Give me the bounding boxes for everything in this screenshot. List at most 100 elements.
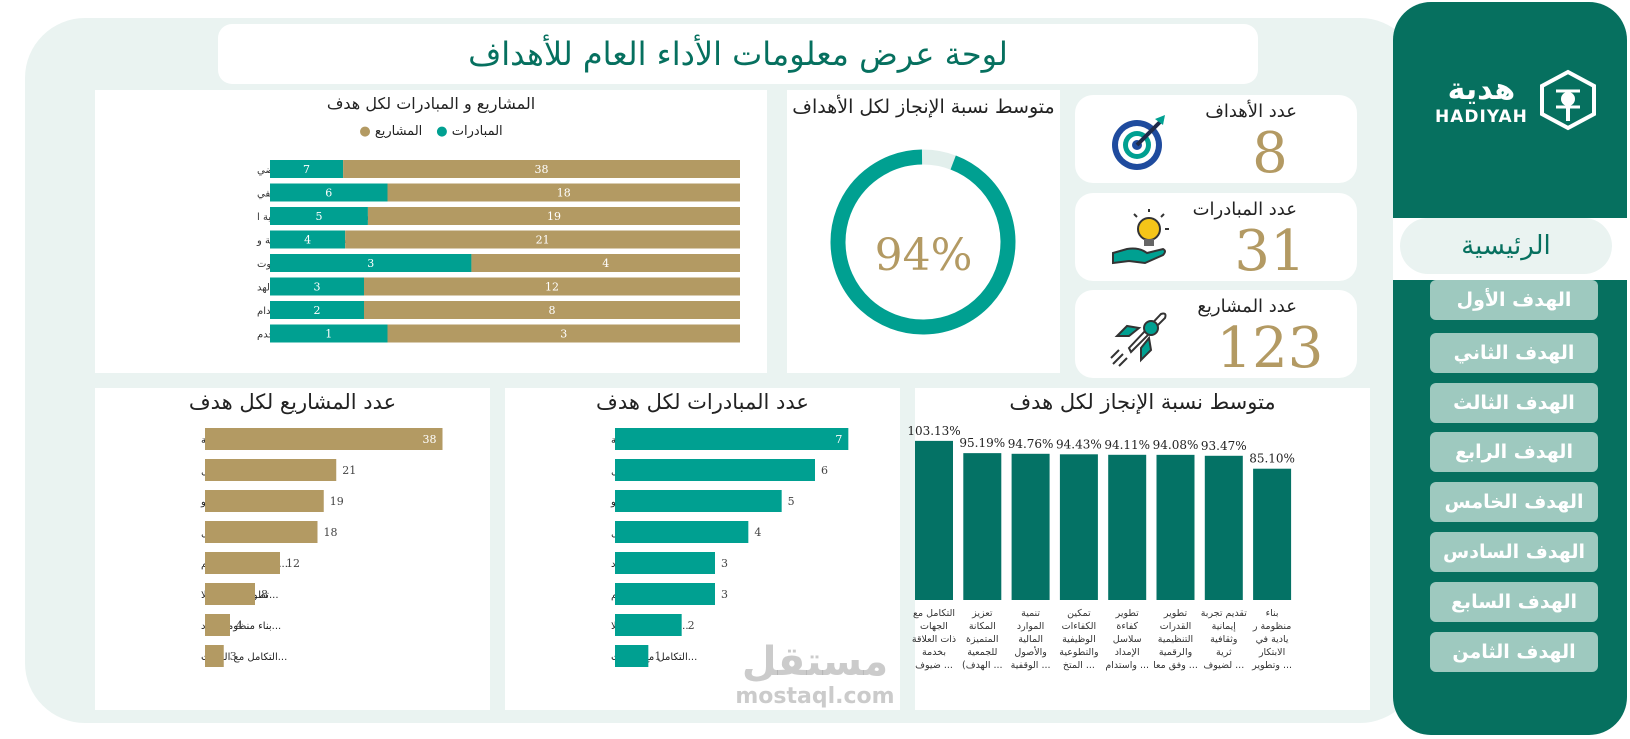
vbar-value-label: 93.47% [1201,439,1247,453]
vbar-category-label: الابتكار [1258,647,1285,658]
vbar-category-label: المكانة [969,621,996,632]
bar [205,428,443,450]
stacked-value-initiatives: 2 [314,304,321,317]
vbar-category-label: كفاءة [1116,621,1138,632]
bar [615,428,849,450]
completion-chart-title: متوسط نسبة الإنجاز لكل هدف [1009,390,1276,414]
bar [205,490,324,512]
stacked-value-projects: 18 [557,187,571,200]
stacked-bar-initiatives [270,183,388,202]
vbar-category-label: والأصول [1014,646,1047,658]
avg-completion-donut-card: متوسط نسبة الإنجاز لكل الأهداف 94% [787,90,1060,373]
stacked-bar-initiatives [270,277,364,296]
vbar-category-label: تعزيز [971,608,993,619]
bar [205,583,255,605]
bar-value-label: 8 [261,588,268,601]
kpi-projects-label: عدد المشاريع [1197,296,1297,317]
nav-goal-8[interactable]: الهدف الثامن [1430,632,1598,672]
vbar-category-label: تمكين [1067,608,1091,619]
vbar-value-label: 94.08% [1153,438,1199,452]
completion-per-goal-card: متوسط نسبة الإنجاز لكل هدف 103.13% التكام… [907,388,1370,710]
brand-name-en: HADIYAH [1435,107,1528,127]
vbar [915,440,953,600]
bar-value-label: 38 [423,433,437,446]
brand-emblem-icon [1539,69,1596,131]
stacked-bar-projects [364,301,740,319]
kpi-initiatives-value: 31 [1234,219,1306,284]
vbar [1059,454,1098,600]
stacked-value-initiatives: 4 [304,234,311,247]
vbar-category-label: للجمعية [967,647,997,658]
page-title: لوحة عرض معلومات الأداء العام للأهداف [218,24,1258,84]
vbar-category-label: يادية في [1256,634,1289,645]
stacked-bar-initiatives [270,207,368,225]
bar-value-label: 21 [342,464,356,477]
legend-initiatives-label: المبادرات [451,124,503,139]
vbar-category-label: تقديم تجربة [1201,608,1248,619]
bar-category-label: ...بناء منظومة ر ياد [201,621,281,632]
projects-per-goal-card: عدد المشاريع لكل هدف ...تقديم تجربة إيما… [95,388,490,710]
donut-center-label: 94% [874,230,973,281]
bar-value-label: 2 [688,619,695,632]
vbar-category-label: المتميزة [966,634,998,645]
vbar-category-label: الإمداد [1115,647,1140,658]
stacked-bar-projects [387,183,740,202]
vbar-value-label: 94.11% [1104,438,1150,452]
bar-value-label: 12 [286,557,300,570]
bar [205,459,337,481]
stacked-value-initiatives: 5 [315,210,322,223]
lightbulb-hand-icon [1112,209,1169,265]
nav-goal-3[interactable]: الهدف الثالث [1430,383,1598,423]
vbar-value-label: 95.19% [959,436,1005,450]
stacked-bar-initiatives [270,324,388,343]
nav-goal-2[interactable]: الهدف الثاني [1430,333,1598,373]
vbar-category-label: الكفاءات [1062,621,1097,632]
stacked-bar-initiatives [270,301,364,319]
vbar-category-label: التكامل مع [913,608,955,619]
donut-chart [830,149,1016,335]
vbar-value-label: 103.13% [907,424,960,438]
bar [615,645,649,667]
nav-goal-6[interactable]: الهدف السادس [1430,532,1598,572]
projects-initiatives-stacked-card: المشاريع و المبادرات لكل هدف ● المشاريع … [95,90,767,373]
vbar [1253,468,1292,600]
vbar [963,453,1002,600]
nav-home-button[interactable]: الرئيسية [1400,218,1612,274]
bar [205,645,224,667]
bar [205,521,318,543]
stacked-bar-projects [364,277,740,296]
bar-value-label: 3 [230,650,237,663]
brand-name-ar: هدية [1447,72,1516,107]
stacked-value-projects: 4 [602,257,609,270]
stacked-bar-initiatives [270,254,472,272]
legend-projects-label: المشاريع [374,124,423,139]
vbar-category-label: التنظيمية [1158,634,1193,645]
nav-goal-5[interactable]: الهدف الخامس [1430,482,1598,522]
vbar-category-label: المالية [1018,634,1043,645]
projects-chart-title: عدد المشاريع لكل هدف [188,390,397,414]
bar-category-label: ...التكامل مع الجهات [201,652,287,663]
kpi-goals-value: 8 [1252,121,1288,186]
nav-goal-4[interactable]: الهدف الرابع [1430,432,1598,472]
stacked-bar-projects [387,324,740,343]
donut-title: متوسط نسبة الإنجاز لكل الأهداف [792,96,1055,118]
bar-value-label: 3 [721,588,728,601]
initiatives-chart-title: عدد المبادرات لكل هدف [596,390,809,414]
stacked-value-projects: 21 [536,234,550,247]
kpi-card-initiatives: عدد المبادرات 31 [1075,193,1357,284]
watermark-ar: مستقل [741,639,889,685]
bar-value-label: 18 [324,526,338,539]
projects-bar-chart: ...تقديم تجربة إيمانية38...تطوير القدرات… [200,428,443,667]
bar-category-label: ...التكامل مع الجهات [611,652,697,663]
brand-logo: هدية HADIYAH [1435,60,1605,140]
vbar [1011,453,1050,600]
nav-goal-7[interactable]: الهدف السابع [1430,582,1598,622]
kpi-card-goals: عدد الأهداف 8 [1075,95,1357,186]
stacked-legend: ● المشاريع ● المبادرات [95,124,767,139]
nav-goal-1[interactable]: الهدف الأول [1430,280,1598,320]
stacked-value-projects: 38 [535,163,549,176]
watermark-en: mostaql.com [735,684,895,709]
vbar-category-label: ... واستدام [1105,660,1149,671]
bar-value-label: 5 [788,495,795,508]
